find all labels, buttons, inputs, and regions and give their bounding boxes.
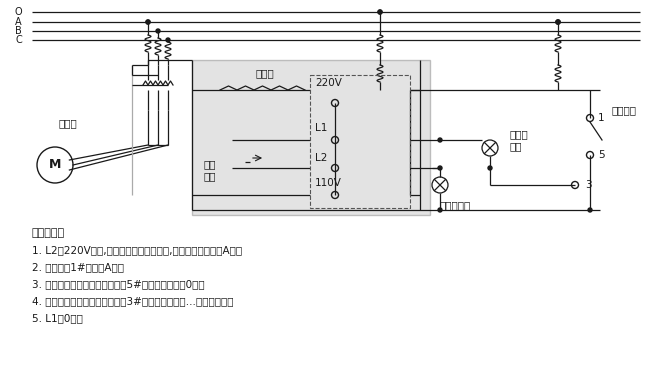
Bar — [192, 60, 430, 215]
Circle shape — [146, 20, 150, 24]
Bar — [310, 75, 410, 208]
Circle shape — [156, 29, 160, 33]
Text: 5: 5 — [598, 150, 605, 160]
Circle shape — [166, 38, 170, 42]
Text: 接线说明：: 接线说明： — [32, 228, 65, 238]
Text: 1: 1 — [598, 113, 605, 123]
Circle shape — [488, 166, 492, 170]
Circle shape — [146, 20, 150, 24]
Text: 110V: 110V — [315, 178, 342, 188]
Circle shape — [588, 208, 592, 212]
Text: 手动
复位: 手动 复位 — [204, 159, 216, 181]
Text: 2. 微动开兲1#端子接A相。: 2. 微动开兲1#端子接A相。 — [32, 262, 124, 272]
Text: C: C — [15, 35, 22, 45]
Circle shape — [438, 208, 442, 212]
Text: 3. 事故信号灯一头接微动开关的5#端子，另一处接0线。: 3. 事故信号灯一头接微动开关的5#端子，另一处接0线。 — [32, 279, 205, 289]
Circle shape — [556, 20, 560, 24]
Circle shape — [556, 20, 560, 24]
Text: 接触器: 接触器 — [58, 118, 78, 128]
Text: M: M — [49, 158, 61, 172]
Text: O: O — [15, 7, 22, 17]
Text: 3: 3 — [585, 180, 591, 190]
Text: L1: L1 — [315, 123, 328, 133]
Circle shape — [556, 20, 560, 24]
Text: L2: L2 — [315, 153, 328, 163]
Text: 加热器: 加热器 — [255, 68, 274, 78]
Circle shape — [438, 166, 442, 170]
Circle shape — [378, 10, 382, 14]
Text: 正常信
号灯: 正常信 号灯 — [510, 129, 529, 151]
Text: 事故信号灯: 事故信号灯 — [440, 200, 471, 210]
Circle shape — [378, 10, 382, 14]
Text: 1. L2和220V并头,并引出接线接触器线圈,而接触器另一头接A相。: 1. L2和220V并头,并引出接线接触器线圈,而接触器另一头接A相。 — [32, 245, 242, 255]
Text: 5. L1接0线。: 5. L1接0线。 — [32, 313, 83, 323]
Text: B: B — [15, 26, 22, 36]
Text: 微动开关: 微动开关 — [612, 105, 637, 115]
Text: 4. 正常信号灯一头接微动开关的3#端子，另一头接…晨暖暖通学院: 4. 正常信号灯一头接微动开关的3#端子，另一头接…晨暖暖通学院 — [32, 296, 233, 306]
Text: A: A — [15, 17, 22, 27]
Circle shape — [438, 138, 442, 142]
Text: 220V: 220V — [315, 78, 342, 88]
